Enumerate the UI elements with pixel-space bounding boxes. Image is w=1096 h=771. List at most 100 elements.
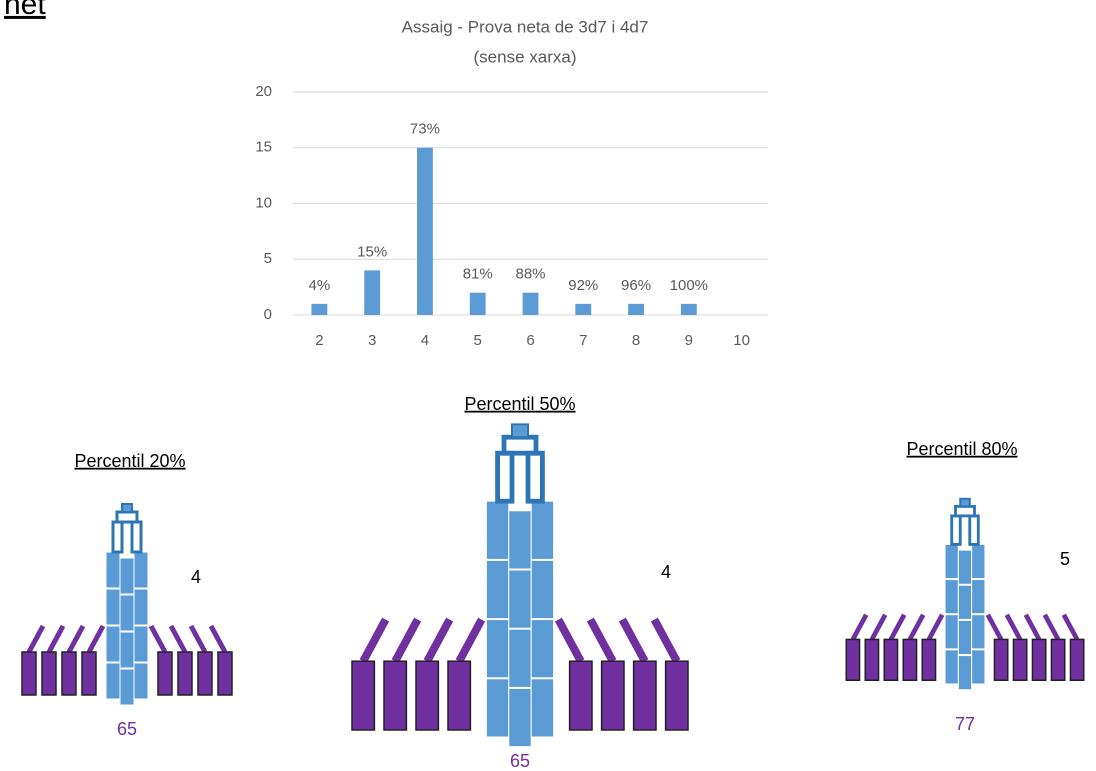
x-tick-label: 10 — [733, 332, 750, 349]
tower-block — [508, 687, 532, 748]
tower-head — [121, 503, 133, 513]
base-person — [177, 651, 193, 696]
base-person — [600, 660, 625, 731]
base-person — [1031, 638, 1047, 682]
tower-arm — [111, 520, 124, 554]
base-person — [351, 660, 376, 731]
tower-block — [508, 628, 532, 688]
base-person — [1050, 638, 1066, 682]
tower-block — [105, 662, 121, 700]
data-label: 88% — [515, 266, 545, 283]
tower-block — [957, 655, 973, 691]
tower-block — [944, 543, 959, 580]
data-label: 92% — [568, 277, 598, 294]
tower-arm — [968, 514, 980, 546]
data-label: 100% — [670, 277, 708, 294]
tower-arm — [525, 450, 545, 504]
arm — [46, 624, 66, 654]
bar — [469, 292, 486, 315]
base-person — [883, 638, 899, 682]
tower-block — [485, 678, 510, 738]
data-label: 81% — [463, 266, 493, 283]
base-person — [864, 638, 880, 682]
tower-top — [115, 510, 139, 524]
tower-block — [530, 678, 555, 738]
tower-block — [119, 557, 135, 595]
chart-subtitle: (sense xarxa) — [474, 47, 577, 66]
tower-block — [119, 631, 135, 669]
data-label: 4% — [309, 277, 331, 294]
x-tick-label: 5 — [474, 332, 482, 349]
tower-block — [971, 579, 986, 615]
base-person — [197, 651, 213, 696]
tower-block — [485, 559, 510, 620]
data-label: 73% — [410, 121, 440, 138]
arm — [148, 624, 168, 654]
tower-block — [971, 614, 986, 650]
tower-block — [508, 569, 532, 629]
bar — [522, 292, 539, 315]
arm — [1023, 613, 1042, 641]
tower-block — [971, 649, 986, 685]
figure-title: Percentil 20% — [74, 451, 185, 471]
base-person — [921, 638, 937, 682]
tower-block — [485, 500, 510, 560]
tower-block — [944, 579, 959, 615]
arm — [208, 624, 228, 654]
data-label: 96% — [621, 277, 651, 294]
tower-block — [119, 668, 135, 706]
tower-block — [105, 588, 121, 626]
figure-side-label: 4 — [661, 562, 671, 582]
tower-block — [508, 510, 532, 570]
base-person — [902, 638, 918, 682]
y-tick-label: 5 — [264, 250, 272, 267]
tower-block — [957, 619, 973, 656]
x-tick-label: 2 — [315, 332, 323, 349]
arm — [869, 613, 888, 641]
base-person — [1012, 638, 1028, 682]
tower-block — [105, 551, 121, 589]
tower-block — [530, 619, 555, 679]
arm — [554, 617, 585, 664]
base-person — [1069, 638, 1085, 682]
base-person — [664, 660, 689, 731]
base-person — [993, 638, 1009, 682]
figure-bottom-label: 77 — [955, 714, 975, 734]
arm — [586, 617, 617, 664]
bar — [417, 147, 433, 315]
arm — [850, 613, 869, 641]
tower-block — [133, 551, 149, 589]
arm — [1061, 613, 1080, 641]
arm — [188, 624, 208, 654]
tower-block — [971, 543, 986, 580]
base-person — [568, 660, 593, 731]
x-tick-label: 7 — [579, 332, 587, 349]
y-tick-label: 10 — [255, 194, 272, 211]
bar — [311, 303, 328, 315]
arm — [26, 624, 46, 654]
figure-side-label: 4 — [191, 567, 201, 587]
arm — [168, 624, 188, 654]
chart-title: Assaig - Prova neta de 3d7 i 4d7 — [402, 17, 649, 36]
header-title: net — [4, 0, 46, 21]
tower-block — [957, 549, 973, 585]
base-person — [632, 660, 657, 731]
figure-bottom-label: 65 — [510, 751, 530, 771]
figure-title: Percentil 50% — [464, 394, 575, 414]
tower-block — [957, 584, 973, 620]
arm — [359, 617, 390, 664]
base-person — [21, 651, 37, 696]
bar — [628, 303, 644, 315]
tower-block — [119, 594, 135, 632]
tower-block — [944, 614, 959, 650]
bar — [364, 270, 381, 315]
tower-top — [954, 504, 976, 518]
base-person — [447, 660, 472, 731]
tower-arm — [495, 450, 515, 504]
arm — [66, 624, 86, 654]
base-person — [157, 651, 173, 696]
tower-block — [944, 649, 959, 685]
arm — [650, 617, 681, 664]
arm — [985, 613, 1004, 641]
y-tick-label: 20 — [255, 83, 272, 100]
